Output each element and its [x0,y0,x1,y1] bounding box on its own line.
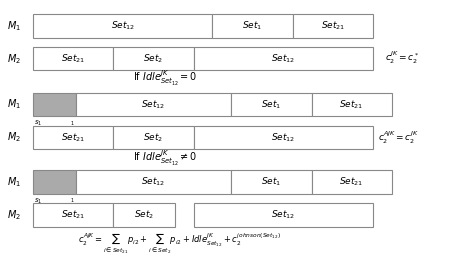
Bar [33,47,113,70]
Bar [33,14,212,38]
Bar [312,93,392,116]
Text: $Set_{12}$: $Set_{12}$ [271,131,295,144]
Text: $Set_{12}$: $Set_{12}$ [141,176,166,188]
Text: $Set_{12}$: $Set_{12}$ [271,52,295,65]
Text: $Set_{12}$: $Set_{12}$ [271,209,295,221]
Text: $Set_2$: $Set_2$ [143,52,163,65]
Bar [194,126,373,149]
Text: $_1$: $_1$ [70,119,75,128]
Text: $M_1$: $M_1$ [7,19,21,33]
Text: $Set_{12}$: $Set_{12}$ [110,19,135,32]
Bar [231,93,312,116]
Text: $_1$: $_1$ [70,196,75,205]
Text: $Set_1$: $Set_1$ [261,176,281,188]
Bar [113,47,194,70]
Bar [33,203,113,227]
Bar [194,47,373,70]
Bar [33,126,113,149]
Text: If $Idle_{Set_{12}}^{JK} = 0$: If $Idle_{Set_{12}}^{JK} = 0$ [133,69,197,88]
Text: $M_2$: $M_2$ [7,130,21,144]
Text: $Set_{21}$: $Set_{21}$ [61,131,85,144]
Bar [293,14,373,38]
Text: $Set_{21}$: $Set_{21}$ [61,209,85,221]
Text: $Set_1$: $Set_1$ [261,98,281,111]
Text: $Set_{21}$: $Set_{21}$ [339,176,364,188]
Text: $Set_{21}$: $Set_{21}$ [320,19,345,32]
Text: $Set_{21}$: $Set_{21}$ [61,52,85,65]
Text: $Set_1$: $Set_1$ [243,19,262,32]
Bar [231,170,312,194]
Text: If $Idle_{Set_{12}}^{JK} \neq 0$: If $Idle_{Set_{12}}^{JK} \neq 0$ [133,149,197,168]
Text: $s_1$: $s_1$ [34,119,42,128]
Bar [194,203,373,227]
Bar [212,14,293,38]
Text: $s_1$: $s_1$ [34,196,42,206]
Bar [113,126,194,149]
Text: $M_1$: $M_1$ [7,175,21,189]
Bar [76,93,231,116]
Text: $Set_{12}$: $Set_{12}$ [141,98,166,111]
Text: $c_2^{AJK} = c_2^{JK}$: $c_2^{AJK} = c_2^{JK}$ [378,129,418,145]
Bar [33,170,76,194]
Text: $M_2$: $M_2$ [7,208,21,222]
Text: $Set_2$: $Set_2$ [143,131,163,144]
Bar [113,203,175,227]
Text: $c_2^{JK} = c_2^*$: $c_2^{JK} = c_2^*$ [385,49,419,66]
Text: $Set_2$: $Set_2$ [134,209,154,221]
Text: $Set_{21}$: $Set_{21}$ [339,98,364,111]
Text: $c_2^{AJK} = \sum_{i \in Set_{21}} p_{i2} + \sum_{i \in Set_2} p_{i2} + Idle_{Se: $c_2^{AJK} = \sum_{i \in Set_{21}} p_{i2… [78,232,281,256]
Bar [76,170,231,194]
Bar [312,170,392,194]
Text: $M_2$: $M_2$ [7,52,21,65]
Text: $M_1$: $M_1$ [7,98,21,112]
Bar [33,93,76,116]
